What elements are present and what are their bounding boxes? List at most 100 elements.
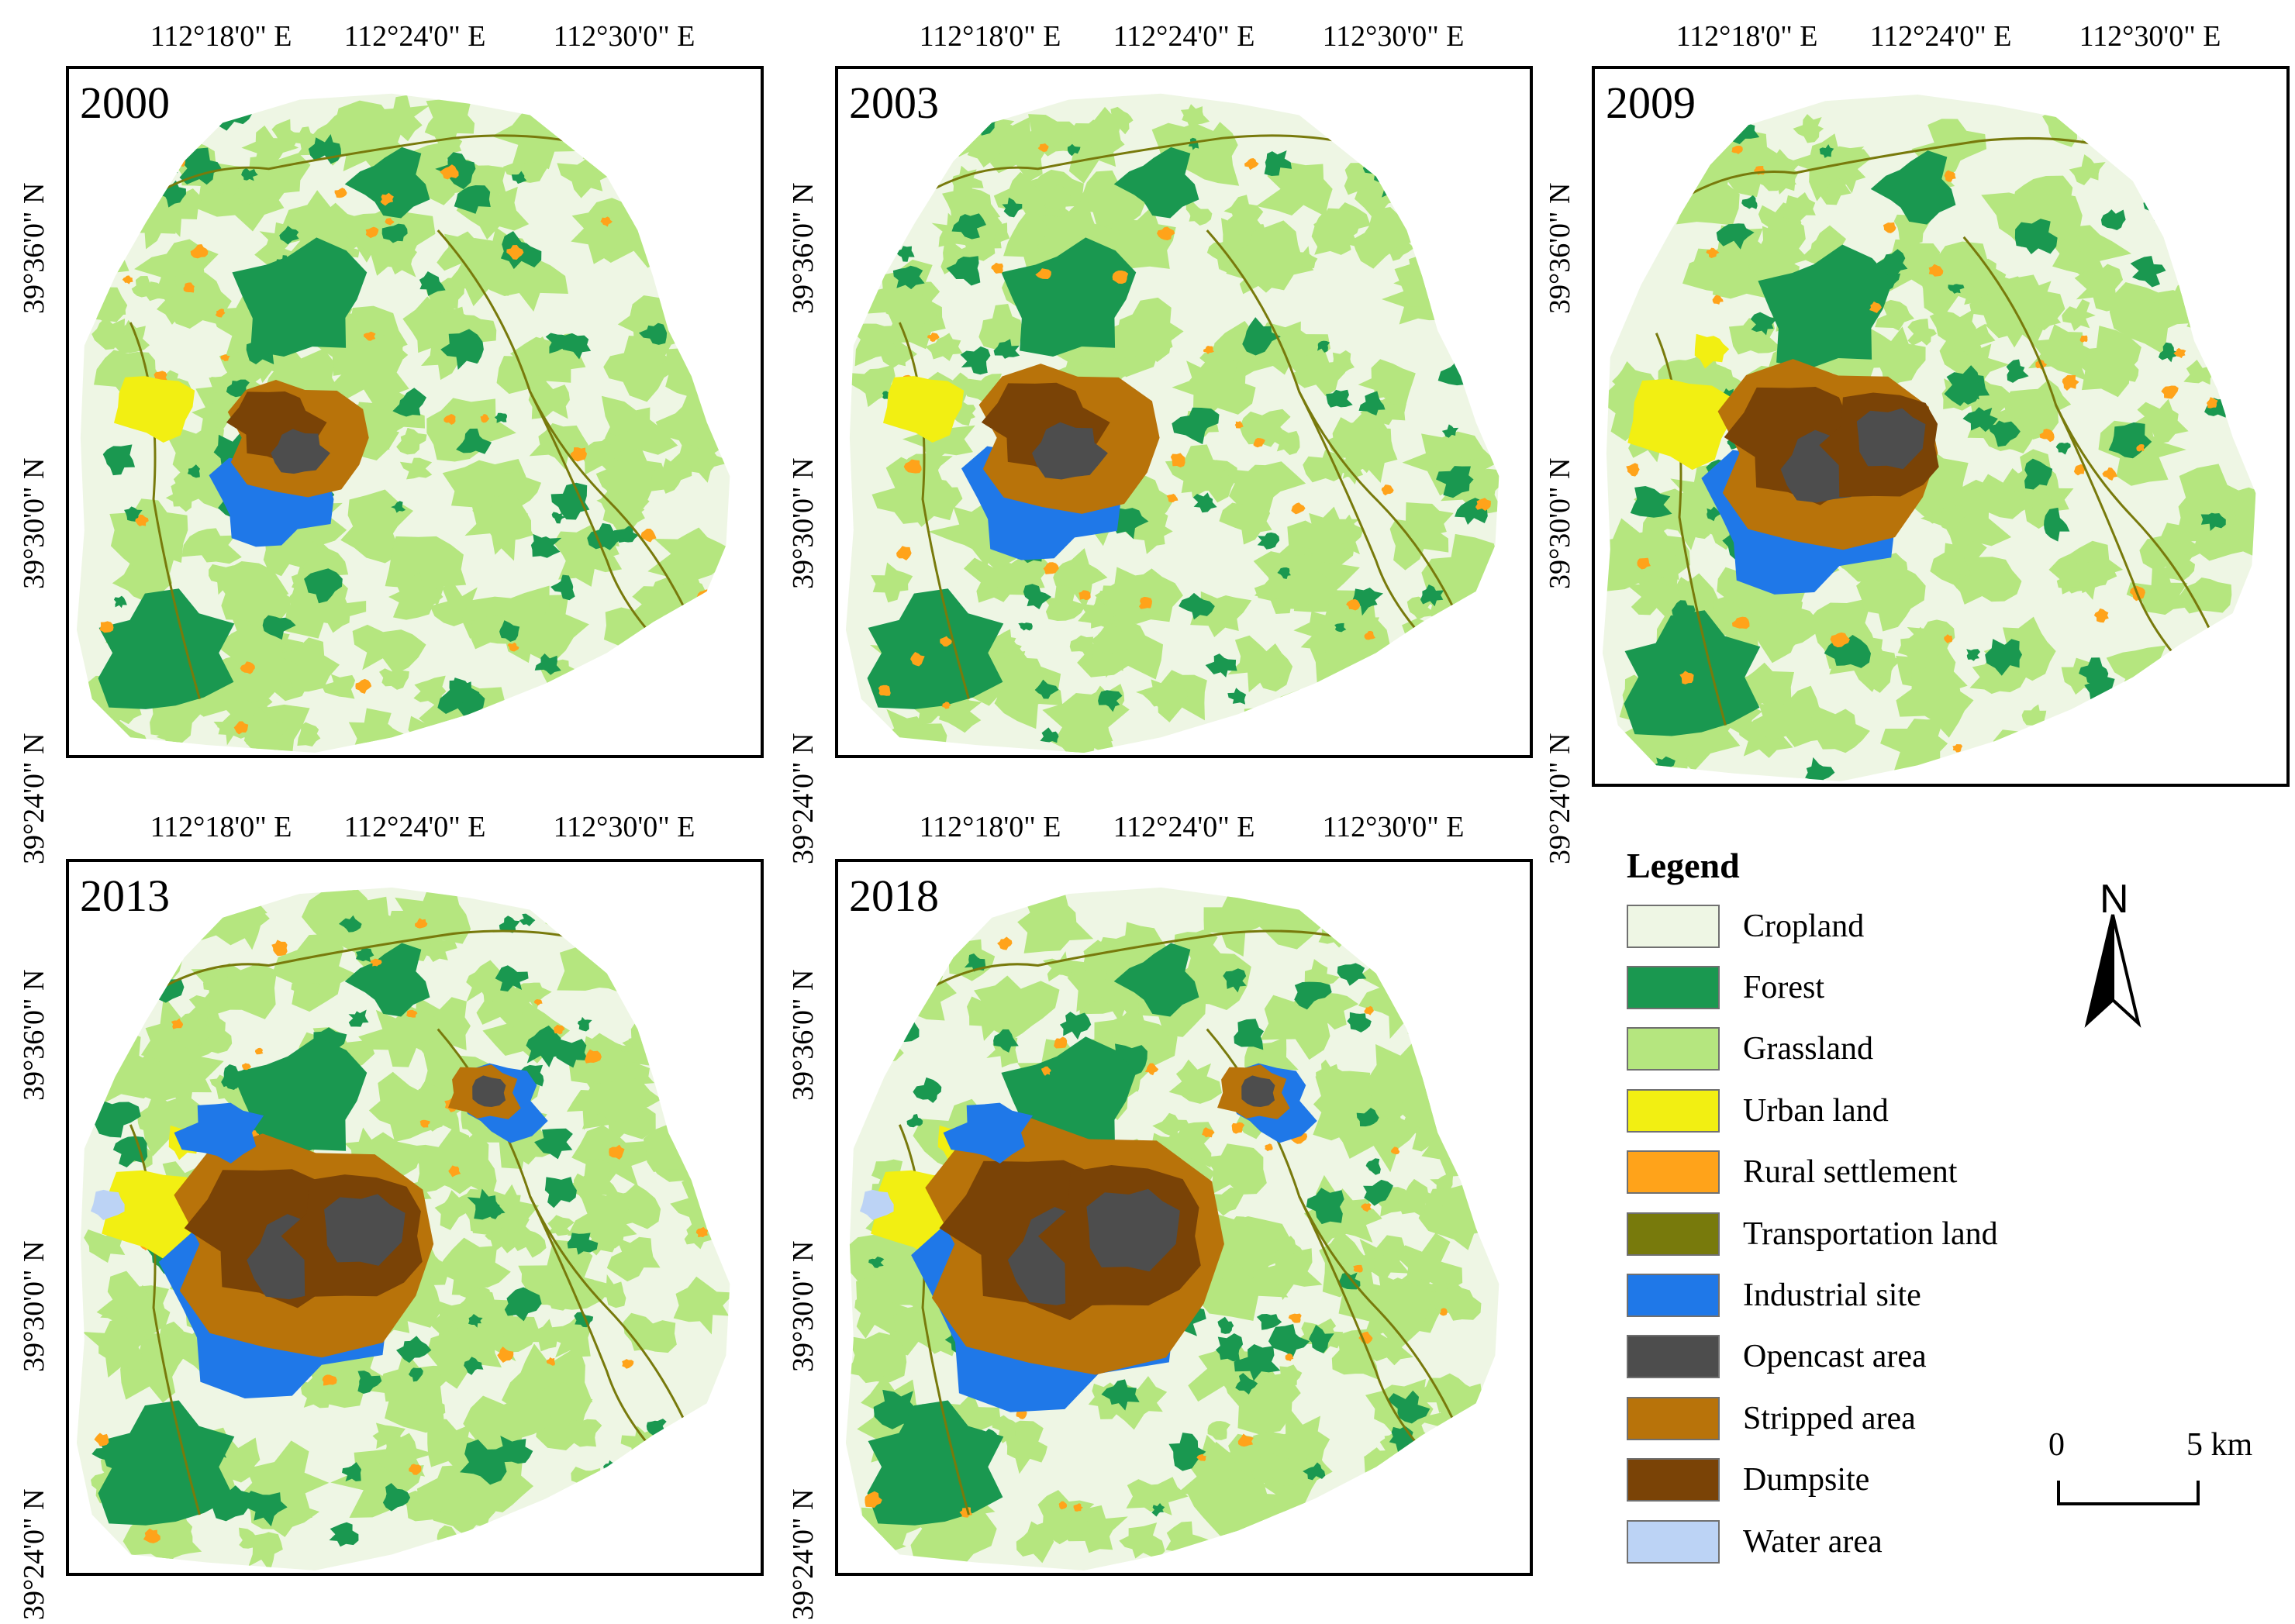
land-patch xyxy=(925,333,963,361)
land-patch xyxy=(928,502,1023,568)
land-patch xyxy=(2210,304,2241,329)
land-patch xyxy=(379,664,409,690)
longitude-label: 112°18'0" E xyxy=(919,811,1061,843)
land-patch xyxy=(1378,646,1410,669)
legend-label: Forest xyxy=(1743,970,1824,1006)
land-patch xyxy=(546,1357,555,1366)
land-patch xyxy=(1043,585,1086,621)
land-patch xyxy=(1856,566,1926,632)
land-patch xyxy=(1353,1264,1363,1273)
latitude-label: 39°24'0" N xyxy=(787,733,820,865)
legend-swatch xyxy=(1627,904,1720,948)
legend-title: Legend xyxy=(1627,846,1740,885)
land-patch xyxy=(940,636,952,647)
land-patch xyxy=(660,264,708,302)
land-patch xyxy=(696,1050,712,1060)
land-patch xyxy=(2134,683,2189,731)
land-patch xyxy=(943,1102,1034,1164)
land-patch xyxy=(1950,557,2022,605)
land-patch xyxy=(1375,907,1395,923)
land-patch xyxy=(105,173,118,184)
land-patch xyxy=(1334,887,1382,927)
land-patch xyxy=(1361,1203,1372,1212)
land-patch xyxy=(1203,345,1214,354)
land-patch xyxy=(497,1346,514,1364)
land-patch xyxy=(1749,699,1796,740)
land-patch xyxy=(271,429,330,474)
land-patch xyxy=(2193,157,2256,222)
land-patch xyxy=(1269,1236,1306,1260)
land-patch xyxy=(1637,557,1651,570)
land-patch xyxy=(190,243,209,259)
land-patch xyxy=(1883,222,1896,233)
land-patch xyxy=(859,1189,894,1220)
legend-swatch xyxy=(1627,1519,1720,1564)
land-patch xyxy=(1358,359,1416,405)
land-patch xyxy=(1256,162,1333,217)
land-patch xyxy=(1966,649,1981,661)
land-patch xyxy=(623,946,703,1019)
land-patch xyxy=(567,1233,599,1255)
land-patch xyxy=(1172,359,1256,422)
land-patch xyxy=(216,624,299,703)
land-patch xyxy=(233,153,311,205)
land-patch xyxy=(571,198,635,264)
land-patch xyxy=(2111,108,2151,143)
land-patch xyxy=(113,595,127,609)
legend-swatch xyxy=(1627,1088,1720,1133)
land-patch xyxy=(174,1102,264,1164)
land-patch xyxy=(1731,145,1743,154)
land-patch xyxy=(1341,698,1408,753)
land-patch xyxy=(706,946,720,961)
land-patch xyxy=(2055,236,2083,264)
land-patch xyxy=(187,464,200,478)
land-patch xyxy=(571,1513,595,1533)
land-patch xyxy=(1353,679,1369,690)
land-patch xyxy=(1430,630,1444,640)
land-patch xyxy=(1306,1188,1344,1225)
land-patch xyxy=(1001,237,1137,357)
land-patch xyxy=(993,1029,1019,1053)
land-patch xyxy=(1205,653,1237,678)
land-patch xyxy=(1288,1313,1302,1323)
road-line xyxy=(2055,404,2211,630)
land-patch xyxy=(585,1049,602,1064)
latitude-label: 39°30'0" N xyxy=(787,457,820,590)
land-patch xyxy=(391,501,406,513)
land-patch xyxy=(1073,1503,1083,1512)
land-patch xyxy=(587,522,625,550)
land-patch xyxy=(602,431,635,455)
land-patch xyxy=(143,1528,160,1543)
legend-swatch xyxy=(1627,1396,1720,1440)
longitude-label: 112°18'0" E xyxy=(919,20,1061,53)
land-patch xyxy=(682,282,717,308)
panel-year-label: 2018 xyxy=(849,871,939,921)
land-patch xyxy=(487,467,542,507)
land-patch xyxy=(958,102,999,140)
land-patch xyxy=(2136,444,2145,452)
land-patch xyxy=(617,670,633,684)
scale-end-label: 5 km xyxy=(2186,1427,2253,1463)
land-patch xyxy=(1371,1522,1398,1545)
land-patch xyxy=(94,1433,109,1446)
land-patch xyxy=(170,153,186,167)
land-patch xyxy=(1869,301,1882,313)
land-patch xyxy=(1387,1390,1430,1424)
land-patch xyxy=(605,214,634,242)
land-patch xyxy=(1223,461,1306,515)
land-patch xyxy=(586,1062,646,1123)
land-patch xyxy=(1981,191,2083,248)
land-patch xyxy=(507,642,519,652)
land-patch xyxy=(1285,1353,1294,1361)
land-patch xyxy=(1037,143,1049,152)
land-patch xyxy=(122,275,133,284)
land-patch xyxy=(1226,220,1314,291)
land-patch xyxy=(396,427,427,455)
longitude-label: 112°18'0" E xyxy=(150,20,292,53)
land-patch xyxy=(1139,596,1152,609)
land-patch xyxy=(322,1374,337,1386)
land-patch xyxy=(547,1313,591,1358)
land-patch xyxy=(427,1418,485,1475)
land-patch xyxy=(1944,634,1953,644)
land-patch xyxy=(114,319,150,353)
